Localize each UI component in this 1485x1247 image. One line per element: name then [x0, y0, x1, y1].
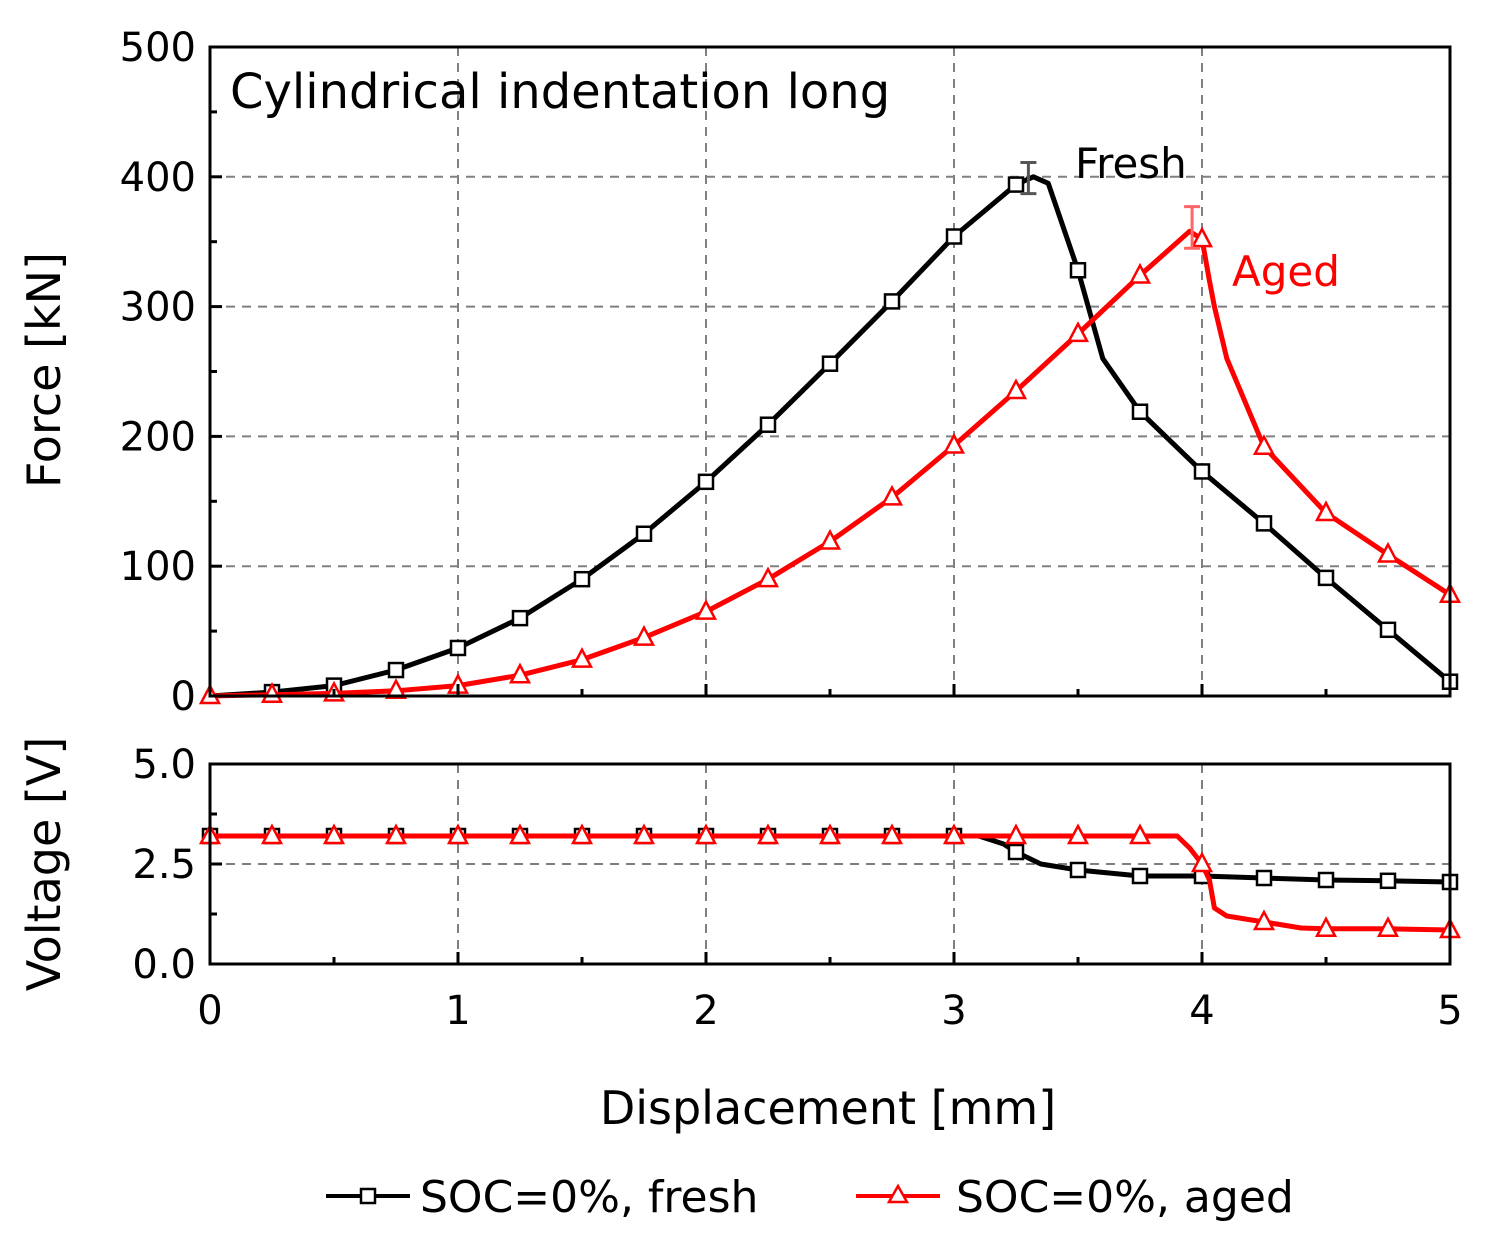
- legend-fresh-label: SOC=0%, fresh: [420, 1172, 758, 1223]
- voltage-point-aged: [1314, 916, 1338, 938]
- legend-aged-label: SOC=0%, aged: [956, 1172, 1294, 1223]
- voltage-point-aged: [1128, 823, 1152, 845]
- force-grid: [210, 47, 1450, 696]
- voltage-tick-label: 2.5: [132, 842, 196, 888]
- axes: [208, 45, 1452, 966]
- displacement-tick-label: 2: [693, 988, 718, 1034]
- voltage-point-aged: [1004, 823, 1028, 845]
- force-point-fresh: [945, 228, 963, 245]
- fresh-annotation: Fresh: [1075, 139, 1187, 188]
- voltage-series-line-1: [210, 833, 1451, 933]
- voltage-point-aged: [694, 823, 718, 845]
- displacement-axis-title: Displacement [mm]: [600, 1081, 1056, 1135]
- voltage-point-aged: [880, 823, 904, 845]
- voltage-point-aged: [818, 823, 842, 845]
- force-axis-title: Force [kN]: [17, 252, 71, 488]
- voltage-point-aged: [384, 823, 408, 845]
- force-point-aged: [1190, 226, 1214, 248]
- displacement-tick-label: 4: [1189, 988, 1214, 1034]
- voltage-point-fresh: [1317, 871, 1335, 889]
- force-point-aged: [942, 432, 966, 454]
- legend: SOC=0%, fresh SOC=0%, aged: [326, 1172, 1294, 1223]
- force-point-aged: [508, 662, 532, 684]
- axis-labels: 0 100 200 300 400 500 0.0 2.5 5.0 0 1 2 3 4 5: [120, 25, 1463, 1034]
- force-point-fresh: [1255, 515, 1273, 532]
- force-point-fresh: [759, 416, 777, 433]
- legend-aged-marker: [886, 1183, 910, 1204]
- voltage-point-aged: [322, 823, 346, 845]
- voltage-point-aged: [1252, 909, 1276, 931]
- displacement-tick-label: 5: [1437, 988, 1462, 1034]
- voltage-grid: [210, 764, 1450, 964]
- force-point-fresh: [883, 293, 901, 310]
- chart-title: Cylindrical indentation long: [230, 64, 890, 120]
- force-point-aged: [570, 646, 594, 668]
- force-point-aged: [1252, 434, 1276, 456]
- force-tick-label: 100: [120, 544, 196, 590]
- voltage-point-fresh: [1069, 861, 1087, 879]
- force-point-fresh: [1131, 403, 1149, 420]
- force-point-fresh: [1007, 176, 1025, 193]
- aged-annotation: Aged: [1232, 247, 1340, 296]
- force-tick-label: 400: [120, 155, 196, 201]
- displacement-tick-label: 0: [197, 988, 222, 1034]
- force-point-fresh: [511, 609, 529, 627]
- force-point-fresh: [1317, 569, 1335, 587]
- voltage-point-aged: [508, 823, 532, 845]
- force-point-aged: [880, 484, 904, 506]
- force-point-fresh: [1069, 262, 1087, 279]
- voltage-tick-label: 0.0: [132, 942, 196, 988]
- legend-fresh-marker: [359, 1187, 377, 1205]
- displacement-tick-label: 3: [941, 988, 966, 1034]
- voltage-point-aged: [1376, 916, 1400, 938]
- voltage-point-aged: [1066, 823, 1090, 845]
- voltage-point-fresh: [1007, 843, 1025, 861]
- force-point-aged: [632, 624, 656, 646]
- force-tick-label: 300: [120, 285, 196, 331]
- displacement-tick-label: 1: [445, 988, 470, 1034]
- voltage-point-fresh: [1131, 867, 1149, 885]
- force-point-aged: [1376, 541, 1400, 563]
- force-point-aged: [1314, 500, 1338, 522]
- voltage-point-aged: [570, 823, 594, 845]
- voltage-axis-title: Voltage [V]: [17, 737, 71, 992]
- force-point-aged: [1066, 321, 1090, 343]
- voltage-point-aged: [632, 823, 656, 845]
- force-point-aged: [384, 678, 408, 700]
- force-point-fresh: [449, 639, 467, 657]
- force-tick-label: 200: [120, 414, 196, 460]
- voltage-point-fresh: [1255, 869, 1273, 887]
- voltage-point-aged: [942, 823, 966, 845]
- force-tick-label: 500: [120, 25, 196, 71]
- force-point-fresh: [573, 570, 591, 588]
- force-point-aged: [818, 528, 842, 550]
- force-series-line-0: [209, 174, 1452, 699]
- force-point-aged: [1128, 262, 1152, 284]
- voltage-point-aged: [446, 823, 470, 845]
- force-point-fresh: [697, 473, 715, 491]
- force-point-aged: [694, 598, 718, 620]
- force-point-fresh: [821, 355, 839, 372]
- force-point-fresh: [387, 661, 405, 679]
- force-point-fresh: [1193, 463, 1211, 480]
- voltage-series-line-0: [210, 833, 1451, 885]
- force-point-fresh: [635, 525, 653, 542]
- force-series: [198, 161, 1462, 705]
- voltage-point-aged: [260, 823, 284, 845]
- force-point-aged: [756, 566, 780, 588]
- force-tick-label: 0: [171, 674, 196, 720]
- voltage-point-aged: [1190, 851, 1214, 873]
- voltage-tick-label: 5.0: [132, 742, 196, 788]
- force-point-aged: [1004, 378, 1028, 400]
- voltage-point-fresh: [1379, 872, 1397, 890]
- force-point-fresh: [1379, 621, 1397, 639]
- voltage-point-aged: [756, 823, 780, 845]
